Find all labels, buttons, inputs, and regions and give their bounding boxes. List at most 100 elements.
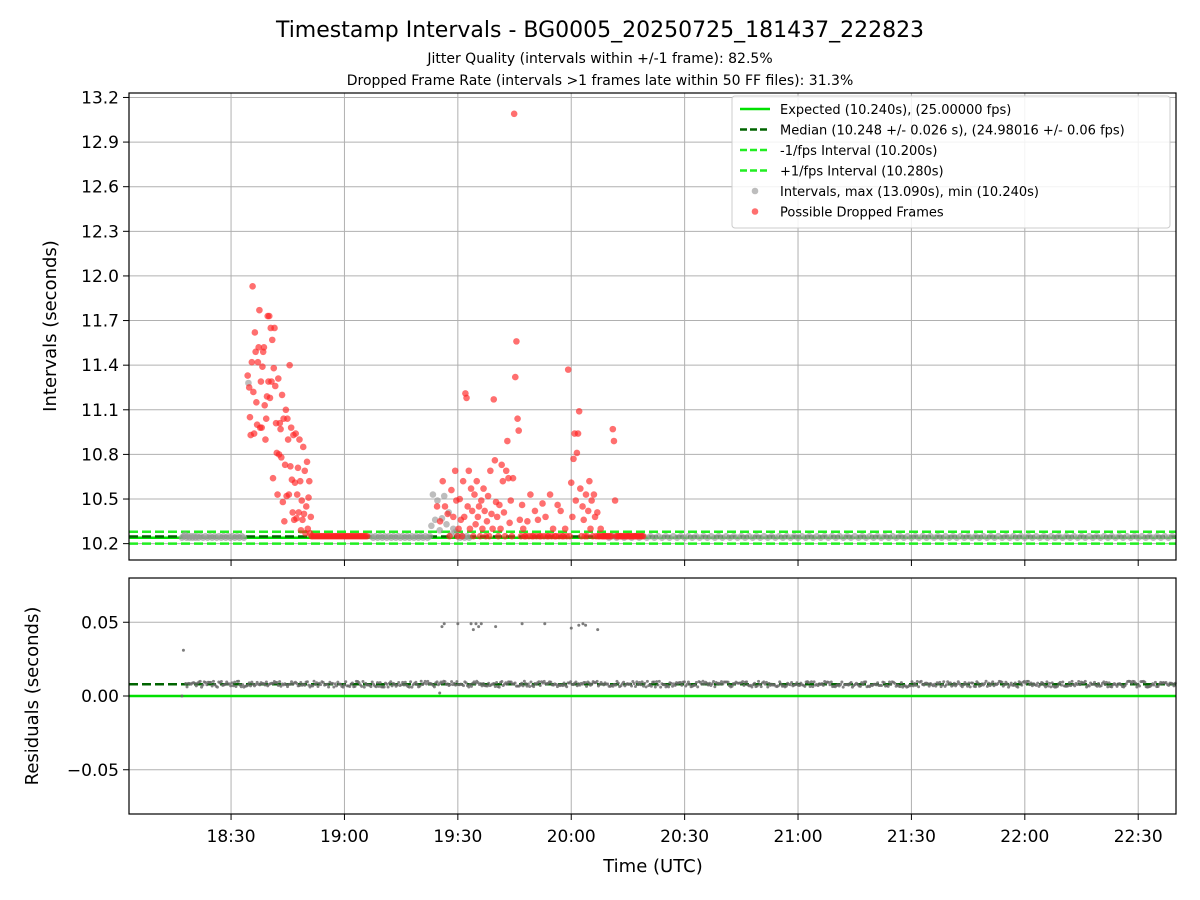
residual-point — [1070, 679, 1074, 683]
residual-point — [861, 683, 865, 687]
residual-point — [479, 622, 483, 626]
residual-point — [362, 685, 366, 689]
data-point — [441, 503, 449, 510]
residual-point — [1143, 680, 1147, 684]
residual-point — [263, 683, 267, 687]
data-point — [248, 358, 256, 366]
data-point — [483, 518, 491, 525]
data-point — [456, 495, 464, 503]
residual-point — [382, 685, 386, 689]
residual-point — [569, 626, 573, 630]
residual-point — [247, 681, 251, 685]
residual-point — [759, 685, 763, 689]
data-point — [454, 532, 461, 540]
data-point — [299, 516, 306, 524]
data-point — [465, 467, 473, 475]
residual-point — [278, 680, 282, 684]
residual-point — [917, 685, 921, 689]
residual-point — [633, 685, 637, 689]
data-point — [459, 477, 467, 485]
bottom-panel-points — [180, 622, 1177, 698]
data-point — [508, 532, 516, 540]
residual-point — [955, 682, 959, 686]
data-point — [260, 344, 268, 351]
x-tick-label: 22:00 — [1000, 827, 1049, 847]
data-point — [293, 515, 300, 522]
data-point — [463, 394, 470, 402]
data-point — [594, 509, 601, 516]
data-point — [446, 532, 453, 540]
data-point — [490, 396, 498, 403]
data-point — [440, 492, 448, 500]
residual-point — [211, 679, 215, 683]
residual-point — [808, 684, 812, 688]
residual-point — [443, 680, 447, 684]
data-point — [268, 378, 275, 385]
residual-point — [185, 685, 189, 689]
residual-point — [401, 680, 405, 684]
residual-point — [657, 679, 661, 683]
residual-point — [584, 623, 588, 627]
residual-point — [757, 679, 761, 683]
data-point — [527, 491, 534, 498]
data-point — [250, 430, 258, 437]
residual-point — [1152, 683, 1156, 687]
data-point — [577, 485, 584, 492]
residual-point — [485, 684, 489, 688]
residual-point — [374, 685, 378, 689]
residual-point — [410, 685, 414, 689]
data-point — [493, 513, 501, 521]
residual-point — [360, 684, 364, 688]
data-point — [507, 497, 515, 504]
residual-point — [414, 680, 418, 684]
residual-point — [418, 684, 422, 688]
data-point — [609, 425, 617, 433]
residual-point — [915, 680, 919, 684]
data-point — [582, 491, 590, 498]
residual-point — [477, 625, 481, 629]
data-point — [466, 525, 474, 533]
residual-point — [377, 684, 381, 688]
x-tick-label: 20:00 — [547, 827, 596, 847]
residual-point — [181, 648, 185, 652]
residual-point — [712, 679, 716, 683]
residual-point — [693, 683, 697, 687]
data-point — [546, 491, 554, 498]
residual-point — [390, 684, 394, 688]
data-point — [281, 518, 288, 525]
residual-point — [755, 684, 759, 688]
residual-point — [473, 682, 477, 686]
residual-point — [887, 680, 891, 684]
data-point — [476, 532, 484, 540]
residual-point — [305, 680, 309, 684]
residual-point — [462, 684, 466, 688]
data-point — [498, 461, 505, 469]
residual-point — [730, 684, 734, 688]
data-point — [539, 500, 546, 507]
residual-point — [962, 683, 966, 687]
data-point — [524, 518, 531, 525]
residual-point — [750, 685, 754, 689]
data-point — [608, 532, 615, 540]
residual-point — [637, 680, 641, 684]
residual-point — [513, 681, 517, 685]
residual-point — [403, 680, 407, 684]
residual-point — [299, 681, 303, 685]
data-point — [451, 467, 459, 475]
residual-point — [1059, 683, 1063, 687]
data-point — [282, 406, 290, 414]
data-point — [561, 525, 569, 533]
residual-point — [762, 680, 766, 684]
residual-point — [1102, 680, 1106, 684]
data-point — [497, 525, 504, 533]
residual-point — [357, 681, 361, 685]
data-point — [285, 491, 293, 498]
residual-point — [1078, 683, 1082, 687]
data-point — [501, 532, 509, 540]
legend-entry: Possible Dropped Frames — [780, 206, 944, 221]
data-point — [426, 532, 434, 540]
residual-point — [788, 683, 792, 687]
data-point — [262, 415, 270, 423]
residual-point — [325, 682, 329, 686]
